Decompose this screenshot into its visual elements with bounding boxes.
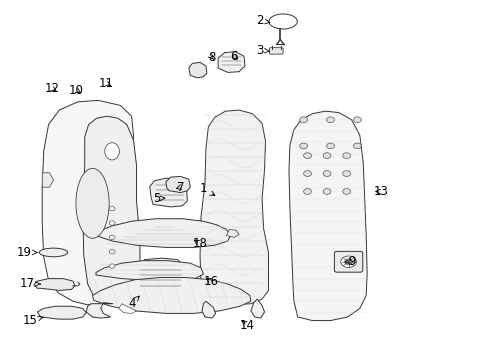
Circle shape	[109, 235, 115, 239]
Text: 2: 2	[256, 14, 270, 27]
Text: 6: 6	[230, 50, 238, 63]
Polygon shape	[200, 110, 269, 305]
Circle shape	[327, 117, 334, 123]
Polygon shape	[251, 299, 265, 318]
Circle shape	[344, 259, 352, 265]
Polygon shape	[37, 306, 86, 319]
Circle shape	[353, 117, 361, 123]
Text: 12: 12	[45, 82, 59, 95]
Polygon shape	[189, 62, 207, 78]
Circle shape	[109, 249, 115, 254]
Polygon shape	[166, 176, 190, 193]
Circle shape	[109, 207, 115, 211]
Polygon shape	[226, 229, 239, 237]
Text: 13: 13	[373, 185, 388, 198]
Text: 15: 15	[23, 314, 43, 327]
Text: 3: 3	[256, 44, 270, 57]
Polygon shape	[202, 301, 216, 318]
Text: 7: 7	[176, 181, 184, 194]
Text: 8: 8	[208, 51, 216, 64]
Polygon shape	[137, 258, 184, 298]
Polygon shape	[42, 173, 53, 187]
Circle shape	[323, 171, 331, 176]
Circle shape	[300, 117, 308, 123]
Text: 14: 14	[240, 319, 255, 332]
Circle shape	[304, 153, 312, 158]
Polygon shape	[34, 279, 75, 291]
Text: 11: 11	[98, 77, 113, 90]
FancyBboxPatch shape	[334, 251, 363, 272]
Polygon shape	[150, 178, 187, 207]
Polygon shape	[42, 100, 134, 305]
Text: 5: 5	[153, 192, 165, 205]
Circle shape	[343, 189, 350, 194]
Polygon shape	[83, 116, 140, 304]
Polygon shape	[93, 278, 251, 314]
Ellipse shape	[39, 248, 68, 257]
Polygon shape	[289, 111, 367, 320]
Polygon shape	[218, 51, 245, 72]
Circle shape	[327, 143, 334, 149]
Circle shape	[304, 171, 312, 176]
Circle shape	[109, 264, 115, 268]
Text: 9: 9	[345, 255, 356, 268]
Circle shape	[323, 189, 331, 194]
Polygon shape	[119, 304, 137, 314]
Ellipse shape	[105, 143, 120, 160]
Circle shape	[304, 189, 312, 194]
Text: 10: 10	[69, 84, 84, 97]
Ellipse shape	[76, 168, 109, 238]
Circle shape	[343, 171, 350, 176]
Ellipse shape	[269, 14, 297, 29]
Polygon shape	[96, 219, 230, 247]
Circle shape	[300, 143, 308, 149]
Text: 19: 19	[17, 246, 37, 259]
Text: 18: 18	[193, 237, 207, 250]
Circle shape	[341, 256, 356, 267]
Circle shape	[353, 143, 361, 149]
Polygon shape	[86, 303, 113, 318]
Circle shape	[109, 221, 115, 225]
Text: 17: 17	[20, 278, 41, 291]
Text: 4: 4	[128, 296, 139, 310]
FancyBboxPatch shape	[270, 48, 283, 54]
Circle shape	[343, 153, 350, 158]
Text: 16: 16	[203, 275, 219, 288]
Polygon shape	[96, 261, 203, 280]
Text: 1: 1	[200, 183, 215, 195]
Circle shape	[323, 153, 331, 158]
